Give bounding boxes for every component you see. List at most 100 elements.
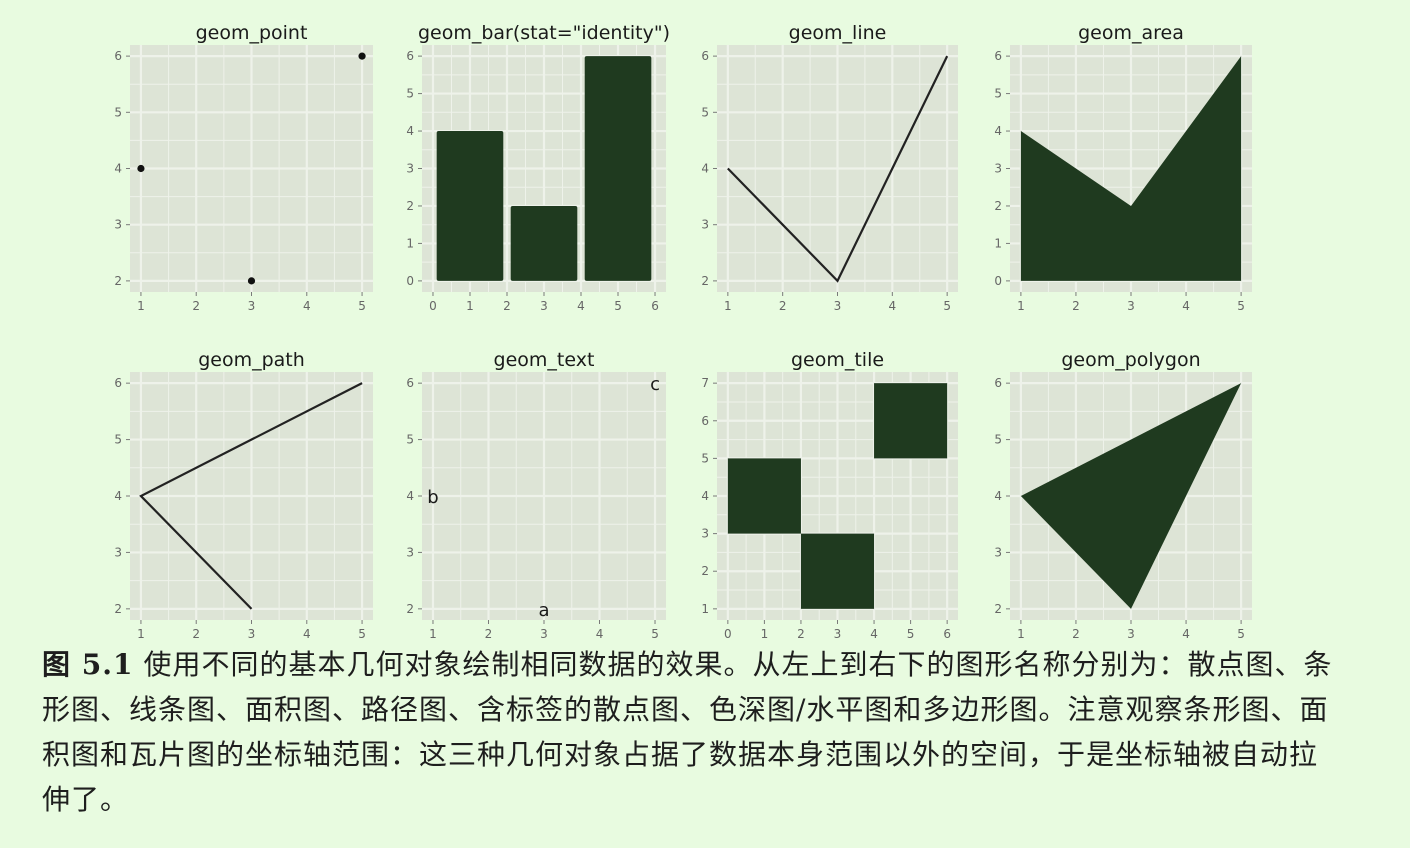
y-tick-label: 2 (114, 274, 122, 288)
y-tick-label: 6 (701, 414, 709, 428)
x-tick-label: 4 (889, 299, 897, 313)
text-label: a (538, 600, 549, 621)
y-tick-label: 3 (701, 218, 709, 232)
x-tick-label: 1 (1017, 299, 1025, 313)
y-tick-label: 5 (406, 433, 414, 447)
panel-area: 1 2 3 4 5 0 1 2 3 4 5 6 geom_area (994, 22, 1252, 313)
x-tick-label: 2 (1072, 627, 1080, 640)
bar (510, 205, 578, 281)
y-tick-label: 6 (701, 49, 709, 63)
panel-title: geom_tile (791, 349, 884, 371)
panel-scatter: 1 2 3 4 5 2 3 4 5 6 geom_point (114, 22, 373, 313)
x-tick-label: 3 (248, 627, 256, 640)
x-tick-label: 3 (834, 627, 842, 640)
data-point (247, 277, 256, 285)
y-tick-label: 6 (114, 49, 122, 63)
y-tick-label: 6 (994, 376, 1002, 390)
x-tick-label: 1 (137, 299, 145, 313)
panel-title: geom_path (198, 349, 305, 371)
panel-title: geom_polygon (1061, 349, 1200, 371)
tile (800, 533, 875, 609)
x-tick-label: 4 (577, 299, 585, 313)
y-tick-label: 2 (701, 564, 709, 578)
y-tick-label: 2 (114, 602, 122, 616)
x-tick-label: 5 (358, 299, 366, 313)
x-tick-label: 1 (429, 627, 437, 640)
x-tick-label: 4 (596, 627, 604, 640)
bar (584, 56, 652, 281)
x-tick-label: 4 (1182, 627, 1190, 640)
y-tick-label: 2 (701, 274, 709, 288)
y-tick-label: 2 (994, 602, 1002, 616)
y-tick-label: 3 (701, 527, 709, 541)
series-line (139, 382, 363, 610)
y-tick-label: 2 (406, 602, 414, 616)
x-tick-label: 4 (870, 627, 878, 640)
x-tick-label: 4 (1182, 299, 1190, 313)
x-tick-label: 6 (943, 627, 951, 640)
y-tick-label: 4 (114, 162, 122, 176)
y-tick-label: 1 (701, 602, 709, 616)
x-tick-label: 3 (1127, 299, 1135, 313)
panel-title: geom_bar(stat="identity") (418, 22, 670, 44)
y-tick-label: 3 (406, 545, 414, 559)
x-tick-label: 3 (540, 299, 548, 313)
tile (874, 383, 948, 459)
text-label: b (427, 487, 438, 508)
y-tick-label: 2 (406, 199, 414, 213)
y-tick-label: 5 (406, 87, 414, 101)
y-tick-label: 6 (114, 376, 122, 390)
x-tick-label: 1 (137, 627, 145, 640)
y-tick-label: 3 (994, 545, 1002, 559)
y-tick-label: 1 (406, 236, 414, 250)
x-tick-label: 5 (1237, 299, 1245, 313)
x-tick-label: 5 (943, 299, 951, 313)
y-tick-label: 5 (994, 87, 1002, 101)
y-tick-label: 3 (994, 162, 1002, 176)
tile (727, 458, 801, 534)
y-tick-label: 6 (994, 49, 1002, 63)
y-tick-label: 7 (701, 376, 709, 390)
x-tick-label: 5 (358, 627, 366, 640)
figure-5-1: 1 2 3 4 5 2 3 4 5 6 geom_point 0 1 2 3 4 5 6 0 1 2 3 4 5 6 geom_b… (114, 22, 1252, 640)
y-tick-label: 5 (994, 433, 1002, 447)
panel-bar: 0 1 2 3 4 5 6 0 1 2 3 4 5 6 geom_bar(stat="identity") (406, 22, 670, 313)
caption-label: 图 5.1 (42, 648, 134, 681)
x-tick-label: 0 (429, 299, 437, 313)
y-tick-label: 1 (994, 236, 1002, 250)
caption-text: 使用不同的基本几何对象绘制相同数据的效果。从左上到右下的图形名称分别为：散点图、… (42, 648, 1333, 816)
data-point (358, 52, 366, 60)
y-tick-label: 5 (114, 433, 122, 447)
x-tick-label: 3 (248, 299, 256, 313)
panel-title: geom_area (1078, 22, 1184, 44)
data-point (137, 164, 145, 173)
y-tick-label: 0 (994, 274, 1002, 288)
y-tick-label: 5 (701, 451, 709, 465)
y-tick-label: 5 (701, 105, 709, 119)
x-tick-label: 3 (540, 627, 548, 640)
x-tick-label: 2 (192, 627, 200, 640)
x-tick-label: 2 (1072, 299, 1080, 313)
x-tick-label: 2 (779, 299, 787, 313)
y-tick-label: 2 (994, 199, 1002, 213)
panel-tile: 0 1 2 3 4 5 6 1 2 3 4 5 6 7 geom_tile (701, 349, 958, 640)
area-fill (1020, 56, 1242, 281)
x-tick-label: 1 (724, 299, 732, 313)
y-tick-label: 4 (701, 162, 709, 176)
polygon-fill (1020, 383, 1242, 609)
x-tick-label: 2 (485, 627, 493, 640)
x-tick-label: 5 (1237, 627, 1245, 640)
text-label: c (650, 374, 660, 395)
y-tick-label: 6 (406, 376, 414, 390)
bar (436, 131, 504, 281)
y-tick-label: 5 (114, 105, 122, 119)
y-tick-label: 3 (114, 545, 122, 559)
y-tick-label: 6 (406, 49, 414, 63)
y-tick-label: 4 (994, 489, 1002, 503)
x-tick-label: 1 (761, 627, 769, 640)
x-tick-label: 1 (1017, 627, 1025, 640)
panel-polygon: 1 2 3 4 5 2 3 4 5 6 geom_polygon (994, 349, 1252, 640)
x-tick-label: 4 (303, 627, 311, 640)
x-tick-label: 2 (503, 299, 511, 313)
